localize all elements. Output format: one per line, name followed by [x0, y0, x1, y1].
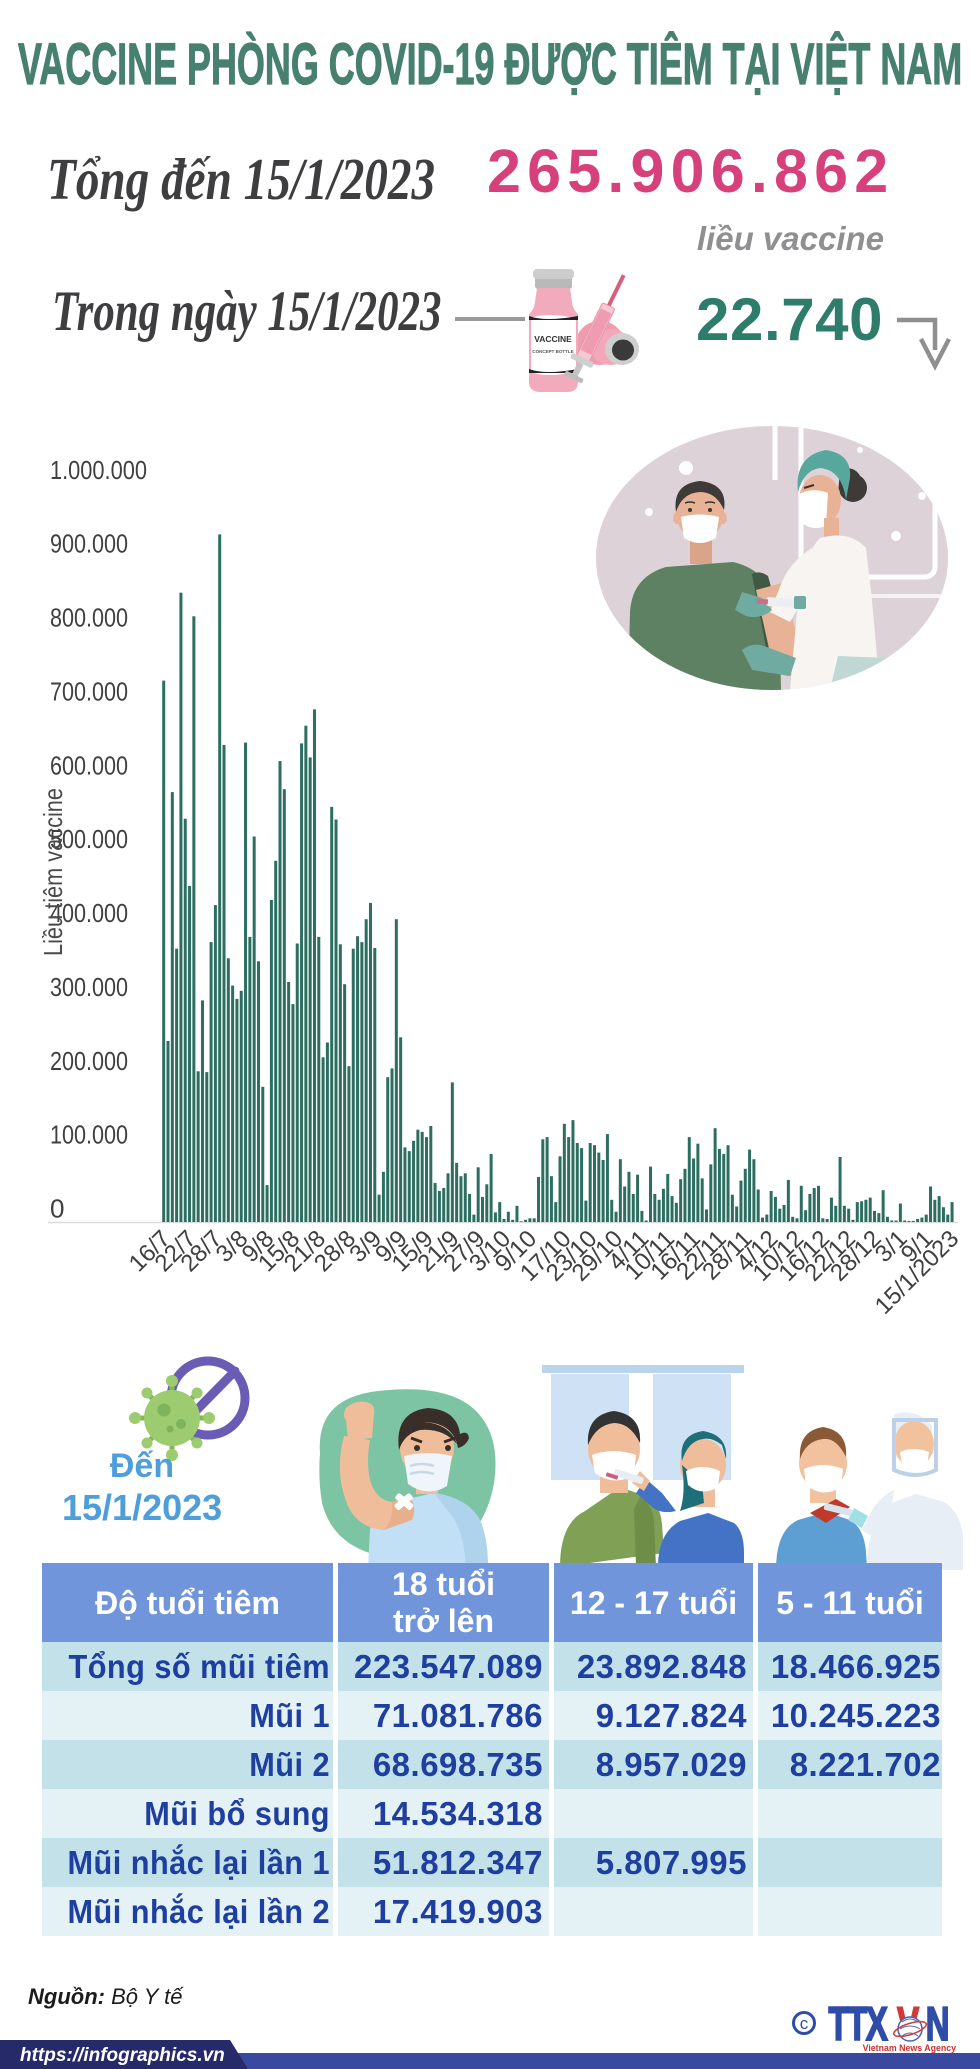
- svg-text:600.000: 600.000: [50, 750, 128, 780]
- svg-text:Vietnam News Agency: Vietnam News Agency: [863, 2043, 956, 2053]
- svg-text:300.000: 300.000: [50, 972, 128, 1002]
- svg-text:VACCINE: VACCINE: [534, 334, 572, 344]
- svg-text:Liều tiêm vaccine: Liều tiêm vaccine: [38, 788, 68, 956]
- svg-text:200.000: 200.000: [50, 1046, 128, 1076]
- svg-text:1.000.000: 1.000.000: [50, 455, 147, 485]
- svg-text:800.000: 800.000: [50, 603, 128, 633]
- svg-text:N: N: [926, 2002, 950, 2050]
- svg-text:500.000: 500.000: [50, 824, 128, 854]
- svg-text:900.000: 900.000: [50, 529, 128, 559]
- svg-text:CONCEPT BOTTLE: CONCEPT BOTTLE: [532, 349, 573, 354]
- svg-text:100.000: 100.000: [50, 1120, 128, 1150]
- svg-text:0: 0: [50, 1194, 64, 1224]
- svg-text:700.000: 700.000: [50, 676, 128, 706]
- svg-text:TTX: TTX: [829, 2002, 888, 2050]
- svg-text:400.000: 400.000: [50, 898, 128, 928]
- svg-text:c: c: [800, 2014, 809, 2033]
